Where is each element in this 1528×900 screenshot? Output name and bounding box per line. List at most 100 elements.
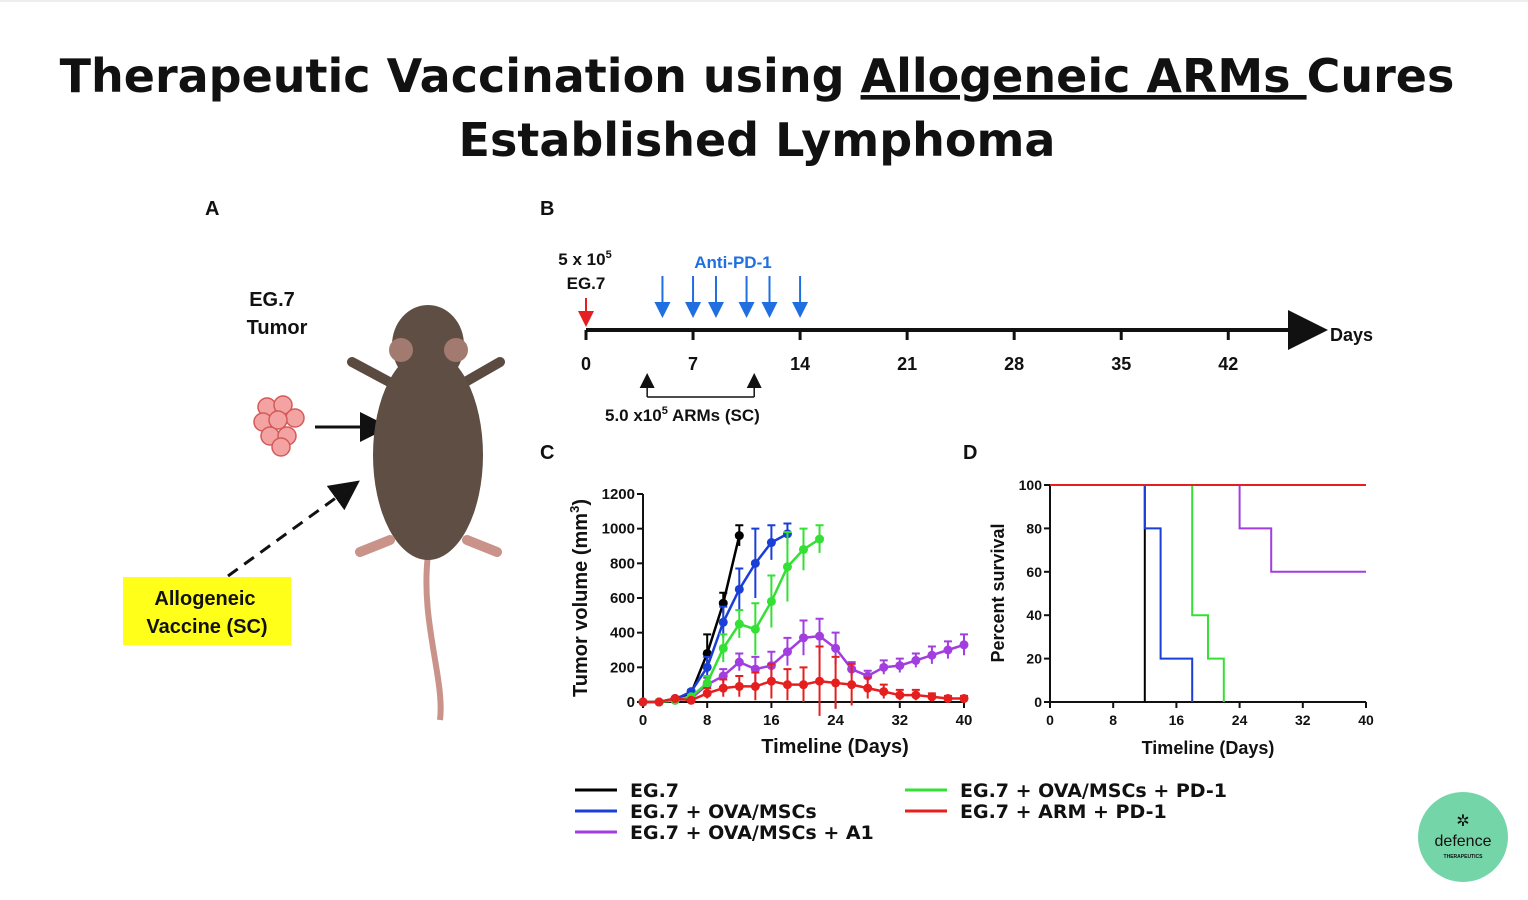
data-point bbox=[831, 643, 841, 653]
data-point bbox=[734, 619, 744, 629]
tumor-cells bbox=[253, 395, 305, 457]
legend-label: EG.7 + OVA/MSCs + PD-1 bbox=[960, 780, 1227, 802]
data-point bbox=[766, 538, 776, 548]
legend-label: EG.7 + OVA/MSCs + A1 bbox=[630, 822, 874, 844]
x-tick-label: 21 bbox=[897, 354, 917, 374]
x-tick-label: 42 bbox=[1218, 354, 1238, 374]
tumor-label: EG.7 bbox=[249, 289, 295, 311]
vaccine-label: Vaccine (SC) bbox=[146, 616, 267, 638]
data-point bbox=[638, 697, 648, 707]
x-tick-label: 16 bbox=[1169, 712, 1185, 728]
survival-step bbox=[1050, 484, 1366, 573]
data-point bbox=[750, 664, 760, 674]
dashed-arrow bbox=[227, 480, 360, 578]
data-point bbox=[863, 683, 873, 693]
y-tick-label: 40 bbox=[1026, 607, 1042, 623]
data-point bbox=[927, 692, 937, 702]
title-part: Cures bbox=[1307, 49, 1455, 103]
arms-label: 5.0 x105 ARMs (SC) bbox=[605, 405, 760, 425]
title-part: Allogeneic ARMs bbox=[861, 49, 1307, 103]
arms-text: ARMs (SC) bbox=[668, 406, 760, 425]
data-point bbox=[750, 558, 760, 568]
x-tick-label: 0 bbox=[1046, 712, 1054, 728]
data-point bbox=[879, 687, 889, 697]
data-point bbox=[815, 676, 825, 686]
panel-label: C bbox=[540, 442, 554, 464]
data-point bbox=[782, 647, 792, 657]
data-point bbox=[799, 544, 808, 554]
panel-label: D bbox=[963, 442, 977, 464]
x-tick-label: 8 bbox=[703, 712, 711, 729]
data-point bbox=[782, 562, 792, 572]
x-axis-label: Timeline (Days) bbox=[761, 736, 908, 758]
data-point bbox=[879, 662, 889, 672]
y-label-exponent: 3 bbox=[567, 506, 582, 513]
data-point bbox=[734, 657, 744, 667]
survival-step bbox=[1050, 484, 1146, 702]
y-tick-label: 200 bbox=[610, 659, 635, 676]
x-tick-label: 14 bbox=[790, 354, 810, 374]
y-tick-label: 600 bbox=[610, 590, 635, 607]
data-point bbox=[718, 617, 728, 627]
legend-label: EG.7 + ARM + PD-1 bbox=[960, 801, 1167, 823]
logo-tagline: THERAPEUTICS bbox=[1444, 854, 1484, 860]
logo-name: defence bbox=[1435, 833, 1492, 850]
x-tick-label: 8 bbox=[1109, 712, 1117, 728]
legend-label: EG.7 bbox=[630, 780, 679, 802]
vaccine-label: Allogeneic bbox=[154, 588, 255, 610]
series-line bbox=[643, 538, 821, 704]
data-point bbox=[734, 584, 744, 594]
y-tick-label: 20 bbox=[1026, 651, 1042, 667]
y-axis-label: Percent survival bbox=[988, 523, 1008, 662]
data-point bbox=[831, 678, 841, 688]
data-point bbox=[750, 624, 760, 634]
logo-badge bbox=[1418, 792, 1508, 882]
data-point bbox=[702, 648, 712, 658]
panel-label: B bbox=[540, 198, 554, 220]
mouse bbox=[347, 305, 505, 721]
dose-exponent: 5 bbox=[606, 249, 612, 261]
data-point bbox=[734, 531, 744, 541]
data-point bbox=[766, 596, 776, 606]
treatment-label: Anti-PD-1 bbox=[694, 253, 771, 272]
data-point bbox=[799, 633, 808, 643]
data-point bbox=[718, 643, 728, 653]
y-axis-label: Tumor volume (mm3) bbox=[567, 499, 592, 697]
data-point bbox=[911, 690, 921, 700]
x-tick-label: 24 bbox=[827, 712, 844, 729]
y-tick-label: 0 bbox=[627, 694, 635, 711]
data-point bbox=[670, 694, 680, 704]
data-point bbox=[718, 598, 728, 608]
x-tick-label: 40 bbox=[1358, 712, 1374, 728]
data-point bbox=[799, 680, 808, 690]
x-tick-label: 0 bbox=[581, 354, 591, 374]
data-point bbox=[911, 655, 921, 665]
y-tick-label: 60 bbox=[1026, 564, 1042, 580]
x-tick-label: 40 bbox=[956, 712, 973, 729]
tumor-label: Tumor bbox=[247, 317, 308, 339]
logo-icon: ✲ bbox=[1456, 813, 1469, 830]
series-line bbox=[643, 532, 789, 704]
x-tick-label: 28 bbox=[1004, 354, 1024, 374]
survival-step bbox=[1050, 484, 1194, 702]
y-tick-label: 100 bbox=[1019, 477, 1043, 493]
data-point bbox=[766, 676, 776, 686]
data-point bbox=[750, 681, 760, 691]
data-point bbox=[959, 694, 969, 704]
x-tick-label: 7 bbox=[688, 354, 698, 374]
data-point bbox=[927, 650, 937, 660]
legend-label: EG.7 + OVA/MSCs bbox=[630, 801, 817, 823]
survival-step bbox=[1050, 484, 1225, 702]
y-tick-label: 1200 bbox=[602, 486, 635, 503]
data-point bbox=[702, 688, 712, 698]
y-tick-label: 1000 bbox=[602, 521, 635, 538]
data-point bbox=[895, 690, 905, 700]
y-tick-label: 800 bbox=[610, 555, 635, 572]
data-point bbox=[718, 671, 728, 681]
arms-text: 5.0 x10 bbox=[605, 406, 662, 425]
data-point bbox=[959, 640, 969, 650]
data-point bbox=[734, 681, 744, 691]
x-tick-label: 16 bbox=[763, 712, 780, 729]
y-tick-label: 0 bbox=[1034, 694, 1042, 710]
